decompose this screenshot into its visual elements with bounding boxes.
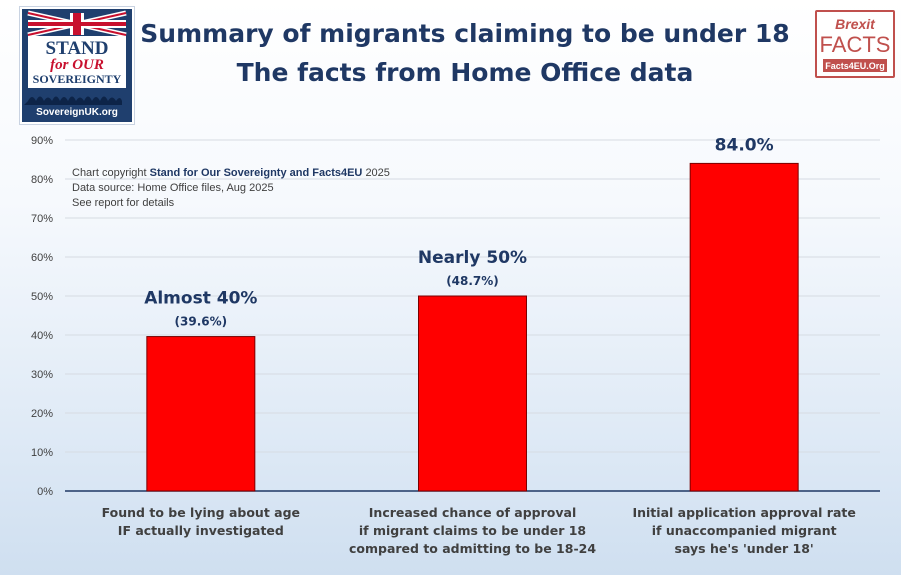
y-tick-label: 60% [31,252,53,264]
copyright-prefix: Chart copyright [72,167,147,179]
chart-title-line1: Summary of migrants claiming to be under… [140,19,790,48]
brexit-facts-logo: Brexit FACTS Facts4EU.Org [815,10,895,78]
bar [689,162,799,492]
data-label-main: Nearly 50% [418,248,527,268]
y-tick-label: 0% [37,486,53,498]
data-source-note: Data source: Home Office files, Aug 2025 [72,182,274,194]
x-category-label: Found to be lying about age [102,505,300,520]
logo-sovereignty-text: SOVEREIGNTY [33,72,122,86]
x-category-label: says he's 'under 18' [675,541,814,556]
copyright-year: 2025 [365,167,390,179]
logo-brexit-text: Brexit [835,16,876,32]
y-tick-label: 70% [31,213,53,225]
data-label-sub: (48.7%) [446,274,499,288]
logo-url-text: SovereignUK.org [36,107,118,118]
logo-facts-text: FACTS [820,32,891,57]
report-note: See report for details [72,197,175,209]
logo-stand-text: STAND [46,38,109,59]
y-tick-label: 40% [31,330,53,342]
y-tick-label: 80% [31,174,53,186]
chart-copyright-note: Chart copyright Stand for Our Sovereignt… [72,166,390,211]
x-category-label: IF actually investigated [118,523,284,538]
data-label-sub: (39.6%) [175,315,228,329]
logo-facts-url-text: Facts4EU.Org [825,61,885,71]
data-label-main: Almost 40% [144,289,257,309]
x-category-label: if migrant claims to be under 18 [359,523,586,538]
x-category-label: Increased chance of approval [369,505,576,520]
x-category-label: if unaccompanied migrant [652,523,837,538]
bar [418,295,527,492]
chart-title-line2: The facts from Home Office data [236,58,694,87]
y-tick-label: 20% [31,408,53,420]
copyright-owners: Stand for Our Sovereignty and Facts4EU [149,167,363,179]
logo-for-our-text: for OUR [50,57,104,73]
x-category-label: Initial application approval rate [632,505,855,520]
y-tick-label: 50% [31,291,53,303]
y-tick-label: 90% [31,135,53,147]
y-tick-label: 10% [31,447,53,459]
stand-for-our-sovereignty-logo: STAND for OUR SOVEREIGNTY SovereignUK.or… [20,7,134,124]
bar [146,336,256,492]
y-tick-label: 30% [31,369,53,381]
data-label-main: 84.0% [715,135,774,155]
x-category-label: compared to admitting to be 18-24 [349,541,596,556]
